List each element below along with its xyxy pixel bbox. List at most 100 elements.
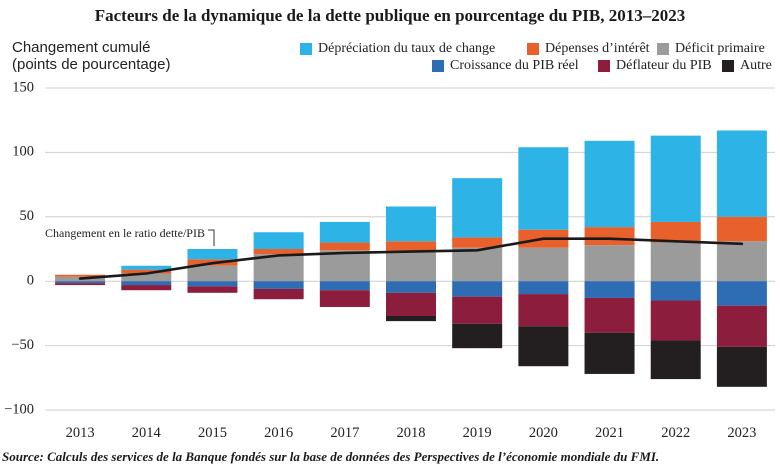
- legend-item-depreciation: Dépréciation du taux de change: [300, 41, 495, 57]
- bar-depreciation-du-taux-de-change-2018: [386, 206, 436, 242]
- bar-depreciation-du-taux-de-change-2015: [187, 249, 238, 260]
- bar-deflateur-du-pib-2014: [121, 285, 172, 291]
- bar-croissance-du-pib-reel-2013: [55, 281, 106, 284]
- debt-ratio-line-label: Changement en le ratio dette/PIB: [45, 226, 205, 240]
- y-axis-title: Changement cumulé (points de pourcentage…: [12, 39, 170, 73]
- legend-item-other: Autre: [722, 58, 772, 74]
- y-tick-label: −100: [4, 401, 34, 417]
- bar-depreciation-du-taux-de-change-2022: [650, 135, 701, 222]
- bar-croissance-du-pib-reel-2014: [121, 281, 172, 286]
- bar-deficit-primaire-2022: [650, 242, 701, 282]
- bar-depreciation-du-taux-de-change-2023: [716, 130, 767, 217]
- bar-deficit-primaire-2021: [584, 245, 635, 282]
- bar-depenses-d-interet-2021: [584, 227, 635, 246]
- bar-deficit-primaire-2023: [716, 241, 767, 282]
- bar-deficit-primaire-2020: [518, 247, 569, 282]
- bar-depenses-d-interet-2019: [452, 237, 503, 248]
- bar-deflateur-du-pib-2018: [386, 292, 436, 316]
- y-axis: 150 100 50 0 −50 −100: [4, 79, 34, 417]
- bar-deflateur-du-pib-2021: [584, 297, 635, 333]
- legend-item-interest: Dépenses d’intérêt: [527, 41, 650, 57]
- legend-label: Déficit primaire: [675, 41, 765, 56]
- legend-label: Croissance du PIB réel: [450, 58, 579, 73]
- bar-deflateur-du-pib-2015: [187, 286, 238, 293]
- bar-croissance-du-pib-reel-2015: [187, 281, 238, 287]
- bar-autre-2022: [650, 340, 701, 380]
- bar-deficit-primaire-2015: [187, 265, 238, 282]
- bar-deflateur-du-pib-2023: [716, 305, 767, 347]
- legend-swatch: [432, 60, 444, 72]
- legend-item-gdp-deflator: Déflateur du PIB: [598, 58, 712, 74]
- y-tick-label: 0: [27, 273, 34, 289]
- x-tick-label: 2015: [198, 425, 227, 441]
- legend-swatch: [527, 43, 539, 55]
- y-axis-title-line-1: Changement cumulé: [12, 39, 151, 56]
- bar-deflateur-du-pib-2013: [55, 283, 106, 286]
- bar-croissance-du-pib-reel-2020: [518, 281, 569, 295]
- bar-deflateur-du-pib-2020: [518, 294, 569, 327]
- x-tick-label: 2023: [727, 425, 756, 441]
- legend-label: Dépréciation du taux de change: [318, 41, 496, 56]
- bar-depreciation-du-taux-de-change-2014: [121, 265, 172, 270]
- chart-title: Facteurs de la dynamique de la dette pub…: [94, 6, 686, 25]
- bar-depreciation-du-taux-de-change-2016: [253, 232, 304, 249]
- source-text: Calculs des services de la Banque fondés…: [47, 449, 660, 464]
- bar-depenses-d-interet-2016: [253, 249, 304, 255]
- legend-item-real-gdp-growth: Croissance du PIB réel: [432, 58, 579, 74]
- bar-deficit-primaire-2018: [386, 251, 436, 282]
- bar-deflateur-du-pib-2022: [650, 300, 701, 341]
- legend-label: Autre: [740, 58, 772, 73]
- y-axis-title-line-2: (points de pourcentage): [12, 56, 171, 73]
- bar-depreciation-du-taux-de-change-2021: [584, 140, 635, 228]
- x-tick-label: 2018: [397, 425, 426, 441]
- legend-label: Dépenses d’intérêt: [545, 41, 650, 56]
- legend-item-primary-deficit: Déficit primaire: [657, 41, 765, 57]
- bar-deficit-primaire-2014: [121, 273, 172, 282]
- debt-ratio-line: [78, 237, 744, 280]
- x-tick-label: 2022: [661, 425, 690, 441]
- y-tick-label: 50: [20, 208, 35, 224]
- x-tick-label: 2017: [330, 425, 359, 441]
- legend-swatch: [300, 43, 312, 55]
- x-tick-label: 2013: [66, 425, 95, 441]
- bar-croissance-du-pib-reel-2018: [386, 281, 436, 293]
- bar-depreciation-du-taux-de-change-2020: [518, 147, 569, 230]
- bar-autre-2018: [386, 315, 436, 322]
- bar-depenses-d-interet-2013: [55, 274, 106, 277]
- bar-deflateur-du-pib-2016: [253, 288, 304, 300]
- legend-swatch: [722, 60, 734, 72]
- bar-depenses-d-interet-2022: [650, 221, 701, 243]
- bar-deflateur-du-pib-2019: [452, 296, 503, 324]
- legend-swatch: [598, 60, 610, 72]
- bar-autre-2021: [584, 332, 635, 374]
- bar-autre-2020: [518, 326, 569, 367]
- bar-croissance-du-pib-reel-2023: [716, 281, 767, 306]
- source-note: Source: Calculs des services de la Banqu…: [2, 449, 659, 465]
- legend-swatch: [657, 43, 669, 55]
- bar-depreciation-du-taux-de-change-2019: [452, 178, 503, 238]
- bar-depreciation-du-taux-de-change-2017: [319, 221, 370, 243]
- source-label: Source:: [2, 449, 44, 464]
- x-tick-label: 2021: [595, 425, 624, 441]
- bar-depenses-d-interet-2018: [386, 241, 436, 252]
- bar-depenses-d-interet-2023: [716, 216, 767, 242]
- bar-deficit-primaire-2019: [452, 247, 503, 282]
- x-tick-label: 2016: [264, 425, 293, 441]
- y-tick-label: 150: [12, 79, 34, 95]
- bar-croissance-du-pib-reel-2022: [650, 281, 701, 301]
- y-tick-label: −50: [11, 337, 34, 353]
- bar-depenses-d-interet-2017: [319, 242, 370, 251]
- bar-depenses-d-interet-2014: [121, 269, 172, 274]
- bar-croissance-du-pib-reel-2019: [452, 281, 503, 297]
- y-tick-label: 100: [12, 144, 34, 160]
- bar-croissance-du-pib-reel-2021: [584, 281, 635, 298]
- bar-autre-2019: [452, 323, 503, 349]
- bar-deflateur-du-pib-2017: [319, 290, 370, 307]
- debt-ratio-line-label-leader: [208, 229, 215, 246]
- x-axis: 2013 2014 2015 2016 2017 2018 2019 2020 2021 2022…: [66, 425, 757, 441]
- legend-label: Déflateur du PIB: [616, 58, 712, 73]
- x-tick-label: 2020: [529, 425, 558, 441]
- bars: [55, 130, 767, 387]
